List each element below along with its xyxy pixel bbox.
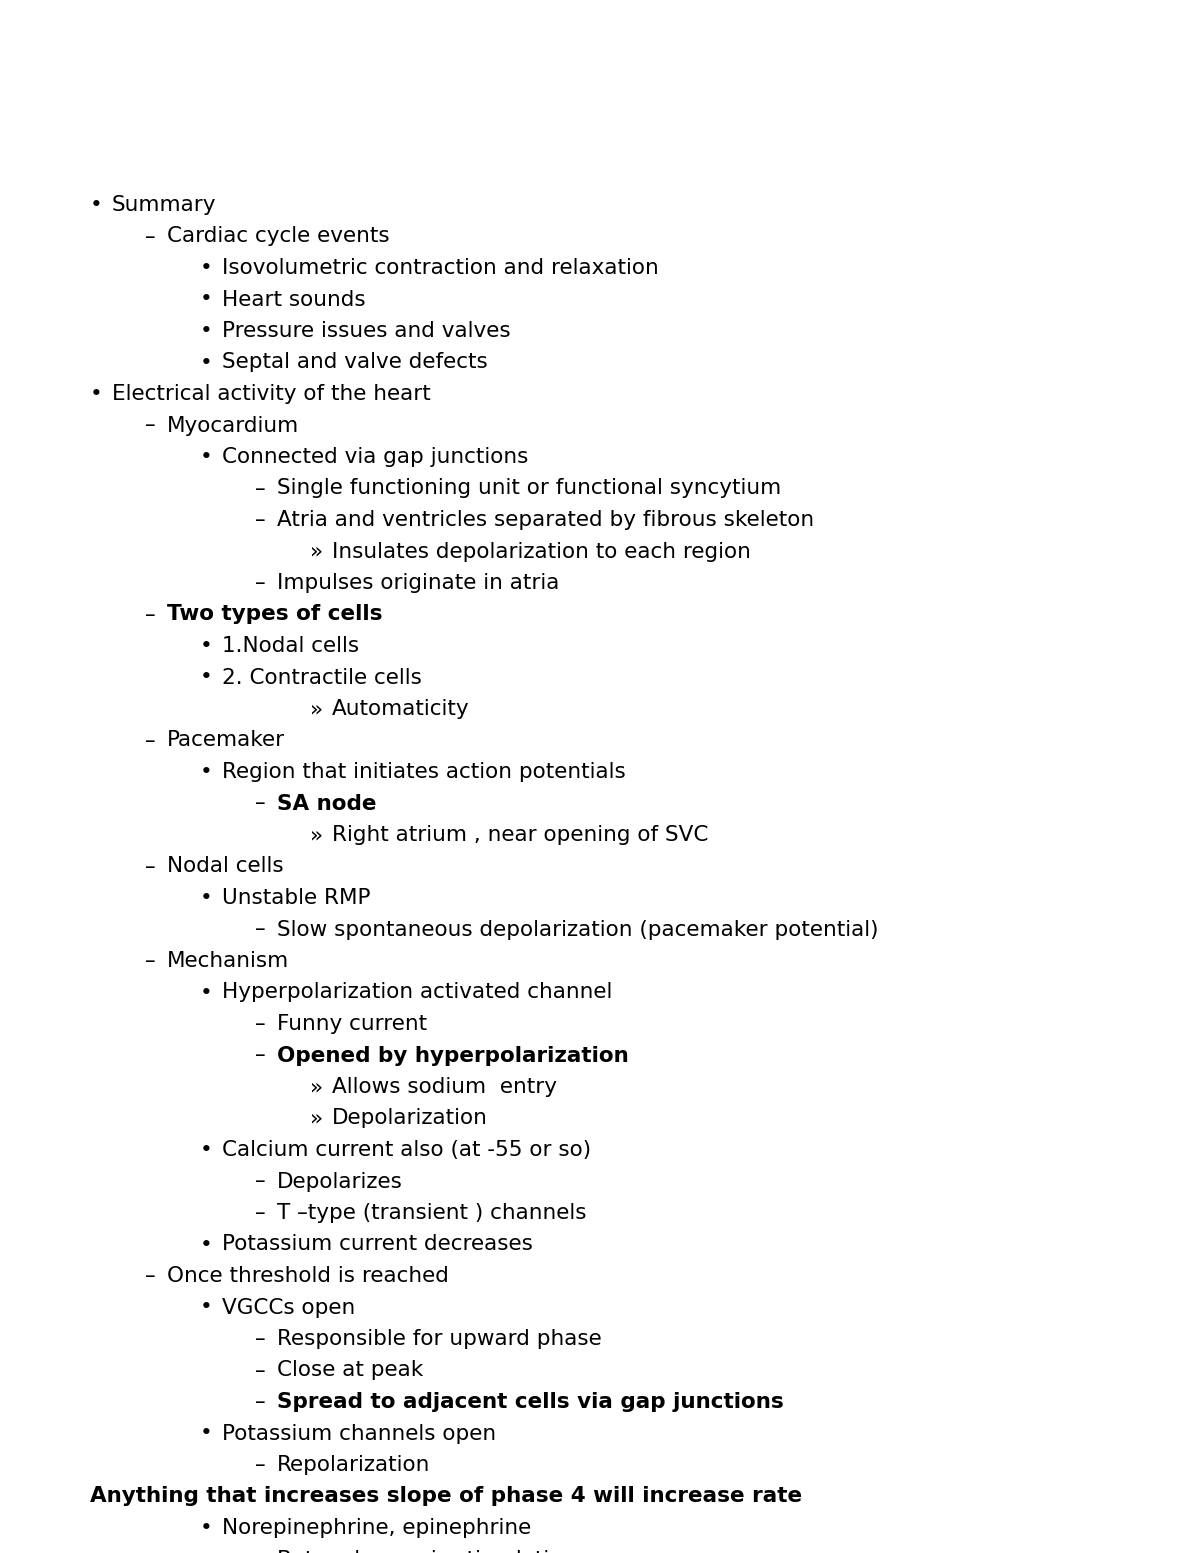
- Text: VGCCs open: VGCCs open: [222, 1297, 355, 1317]
- Text: Insulates depolarization to each region: Insulates depolarization to each region: [332, 542, 751, 562]
- Text: Nodal cells: Nodal cells: [167, 857, 283, 876]
- Text: Heart sounds: Heart sounds: [222, 289, 366, 309]
- Text: Automaticity: Automaticity: [332, 699, 469, 719]
- Text: –: –: [256, 1360, 265, 1381]
- Text: Connected via gap junctions: Connected via gap junctions: [222, 447, 528, 467]
- Text: –: –: [256, 1455, 265, 1475]
- Text: •: •: [200, 447, 212, 467]
- Text: –: –: [145, 227, 156, 247]
- Text: »: »: [310, 542, 323, 562]
- Text: SA node: SA node: [277, 794, 377, 814]
- Text: Depolarization: Depolarization: [332, 1109, 488, 1129]
- Text: Septal and valve defects: Septal and valve defects: [222, 353, 487, 373]
- Text: Electrical activity of the heart: Electrical activity of the heart: [112, 384, 431, 404]
- Text: Mechanism: Mechanism: [167, 950, 289, 971]
- Text: Anything that increases slope of phase 4 will increase rate: Anything that increases slope of phase 4…: [90, 1486, 802, 1506]
- Text: Impulses originate in atria: Impulses originate in atria: [277, 573, 559, 593]
- Text: 2. Contractile cells: 2. Contractile cells: [222, 668, 422, 688]
- Text: •: •: [200, 353, 212, 373]
- Text: –: –: [256, 1014, 265, 1034]
- Text: •: •: [200, 1297, 212, 1317]
- Text: •: •: [200, 637, 212, 655]
- Text: •: •: [200, 1517, 212, 1537]
- Text: Unstable RMP: Unstable RMP: [222, 888, 371, 909]
- Text: –: –: [145, 1266, 156, 1286]
- Text: •: •: [200, 321, 212, 342]
- Text: •: •: [90, 196, 103, 214]
- Text: Potassium current decreases: Potassium current decreases: [222, 1235, 533, 1255]
- Text: –: –: [145, 857, 156, 876]
- Text: Calcium current also (at -55 or so): Calcium current also (at -55 or so): [222, 1140, 592, 1160]
- Text: Allows sodium  entry: Allows sodium entry: [332, 1076, 557, 1096]
- Text: Norepinephrine, epinephrine: Norepinephrine, epinephrine: [222, 1517, 532, 1537]
- Text: »: »: [310, 1076, 323, 1096]
- Text: –: –: [256, 573, 265, 593]
- Text: •: •: [200, 763, 212, 783]
- Text: Depolarizes: Depolarizes: [277, 1171, 403, 1191]
- Text: Close at peak: Close at peak: [277, 1360, 424, 1381]
- Text: •: •: [200, 983, 212, 1003]
- Text: –: –: [145, 730, 156, 750]
- Text: »: »: [310, 825, 323, 845]
- Text: •: •: [200, 1235, 212, 1255]
- Text: Once threshold is reached: Once threshold is reached: [167, 1266, 449, 1286]
- Text: Pressure issues and valves: Pressure issues and valves: [222, 321, 511, 342]
- Text: Isovolumetric contraction and relaxation: Isovolumetric contraction and relaxation: [222, 258, 659, 278]
- Text: –: –: [256, 1329, 265, 1350]
- Text: »: »: [310, 699, 323, 719]
- Text: Repolarization: Repolarization: [277, 1455, 431, 1475]
- Text: –: –: [256, 478, 265, 499]
- Text: Right atrium , near opening of SVC: Right atrium , near opening of SVC: [332, 825, 708, 845]
- Text: Single functioning unit or functional syncytium: Single functioning unit or functional sy…: [277, 478, 781, 499]
- Text: •: •: [200, 258, 212, 278]
- Text: Region that initiates action potentials: Region that initiates action potentials: [222, 763, 625, 783]
- Text: T –type (transient ) channels: T –type (transient ) channels: [277, 1204, 587, 1224]
- Text: Opened by hyperpolarization: Opened by hyperpolarization: [277, 1045, 629, 1065]
- Text: –: –: [256, 1391, 265, 1412]
- Text: Hyperpolarization activated channel: Hyperpolarization activated channel: [222, 983, 612, 1003]
- Text: –: –: [145, 416, 156, 435]
- Text: Atria and ventricles separated by fibrous skeleton: Atria and ventricles separated by fibrou…: [277, 509, 814, 530]
- Text: Potassium channels open: Potassium channels open: [222, 1424, 496, 1443]
- Text: Cardiac cycle events: Cardiac cycle events: [167, 227, 390, 247]
- Text: –: –: [256, 509, 265, 530]
- Text: –: –: [256, 919, 265, 940]
- Text: –: –: [256, 794, 265, 814]
- Text: –: –: [145, 604, 156, 624]
- Text: •: •: [90, 384, 103, 404]
- Text: •: •: [200, 888, 212, 909]
- Text: –: –: [256, 1045, 265, 1065]
- Text: –: –: [256, 1204, 265, 1224]
- Text: •: •: [200, 289, 212, 309]
- Text: Two types of cells: Two types of cells: [167, 604, 383, 624]
- Text: »: »: [310, 1109, 323, 1129]
- Text: Summary: Summary: [112, 196, 216, 214]
- Text: Funny current: Funny current: [277, 1014, 427, 1034]
- Text: Myocardium: Myocardium: [167, 416, 299, 435]
- Text: Responsible for upward phase: Responsible for upward phase: [277, 1329, 601, 1350]
- Text: Pacemaker: Pacemaker: [167, 730, 286, 750]
- Text: •: •: [200, 1140, 212, 1160]
- Text: •: •: [200, 668, 212, 688]
- Text: Beta adrenergic stimulation: Beta adrenergic stimulation: [277, 1550, 576, 1553]
- Text: –: –: [145, 950, 156, 971]
- Text: 1.Nodal cells: 1.Nodal cells: [222, 637, 359, 655]
- Text: –: –: [256, 1550, 265, 1553]
- Text: –: –: [256, 1171, 265, 1191]
- Text: Spread to adjacent cells via gap junctions: Spread to adjacent cells via gap junctio…: [277, 1391, 784, 1412]
- Text: Slow spontaneous depolarization (pacemaker potential): Slow spontaneous depolarization (pacemak…: [277, 919, 878, 940]
- Text: •: •: [200, 1424, 212, 1443]
